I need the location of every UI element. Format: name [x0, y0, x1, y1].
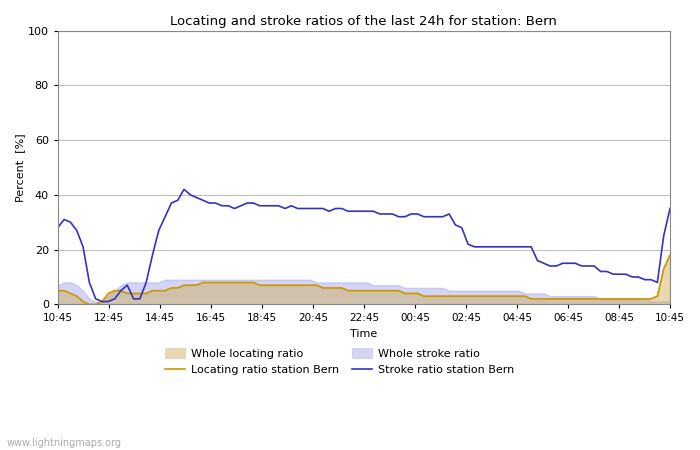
- Legend: Whole locating ratio, Locating ratio station Bern, Whole stroke ratio, Stroke ra: Whole locating ratio, Locating ratio sta…: [165, 348, 514, 375]
- X-axis label: Time: Time: [350, 329, 377, 339]
- Title: Locating and stroke ratios of the last 24h for station: Bern: Locating and stroke ratios of the last 2…: [171, 15, 557, 28]
- Text: www.lightningmaps.org: www.lightningmaps.org: [7, 438, 122, 448]
- Y-axis label: Percent  [%]: Percent [%]: [15, 133, 25, 202]
